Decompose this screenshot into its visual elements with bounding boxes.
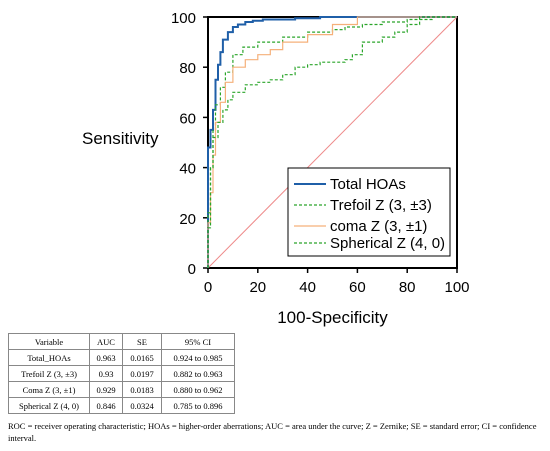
y-tick-label: 20 [179,211,196,228]
table-header-cell: SE [122,333,162,350]
table-cell: 0.846 [89,397,123,414]
table-header-cell: 95% CI [161,333,235,350]
x-axis-label: 100-Specificity [277,308,388,327]
legend-label: Spherical Z (4, 0) [330,235,445,252]
legend-label: Trefoil Z (3, ±3) [330,197,432,214]
x-tick-label: 40 [299,279,316,296]
table-footnote: ROC = receiver operating characteristic;… [8,421,537,443]
table-cell: Coma Z (3, ±1) [8,381,90,398]
table-header-cell: AUC [89,333,123,350]
y-tick-label: 0 [188,261,196,278]
table-cell: 0.0183 [122,381,162,398]
table-cell: 0.963 [89,349,123,366]
y-axis-label: Sensitivity [82,129,159,148]
table-cell: Trefoil Z (3, ±3) [8,365,90,382]
table-cell: 0.0324 [122,397,162,414]
legend-label: Total HOAs [330,176,406,193]
table-row: Coma Z (3, ±1) 0.929 0.0183 0.880 to 0.9… [8,381,235,398]
x-tick-label: 0 [204,279,212,296]
reference-diagonal-line [207,16,458,269]
table-cell: 0.93 [89,365,123,382]
legend-box [287,167,451,257]
table-cell: 0.0165 [122,349,162,366]
y-tick-label: 40 [179,161,196,178]
table-cell: 0.785 to 0.896 [161,397,235,414]
roc-chart: 0 20 40 60 80 100 0 20 40 60 80 100 100-Specificity S… [82,10,470,327]
table-row: Total_HOAs 0.963 0.0165 0.924 to 0.985 [8,349,235,366]
x-tick-label: 20 [249,279,266,296]
x-tick-label: 80 [399,279,416,296]
auc-table: Variable AUC SE 95% CI Total_HOAs 0.963 … [8,333,235,414]
x-tick-label: 100 [444,279,469,296]
table-cell: 0.0197 [122,365,162,382]
table-row: Spherical Z (4, 0) 0.846 0.0324 0.785 to… [8,397,235,414]
roc-curve-4 [207,16,457,268]
table-header-row: Variable AUC SE 95% CI [8,333,235,350]
table-cell: Total_HOAs [8,349,90,366]
table-cell: Spherical Z (4, 0) [8,397,90,414]
y-tick-label: 60 [179,110,196,127]
table-row: Trefoil Z (3, ±3) 0.93 0.0197 0.882 to 0… [8,365,235,382]
roc-curve-2 [207,16,457,268]
table-cell: 0.880 to 0.962 [161,381,235,398]
table-cell: 0.929 [89,381,123,398]
table-header-cell: Variable [8,333,90,350]
roc-curve-1 [207,16,457,268]
table-cell: 0.882 to 0.963 [161,365,235,382]
y-tick-label: 80 [179,60,196,77]
x-tick-label: 60 [349,279,366,296]
y-tick-label: 100 [171,10,196,27]
table-cell: 0.924 to 0.985 [161,349,235,366]
legend-label: coma Z (3, ±1) [330,218,427,235]
